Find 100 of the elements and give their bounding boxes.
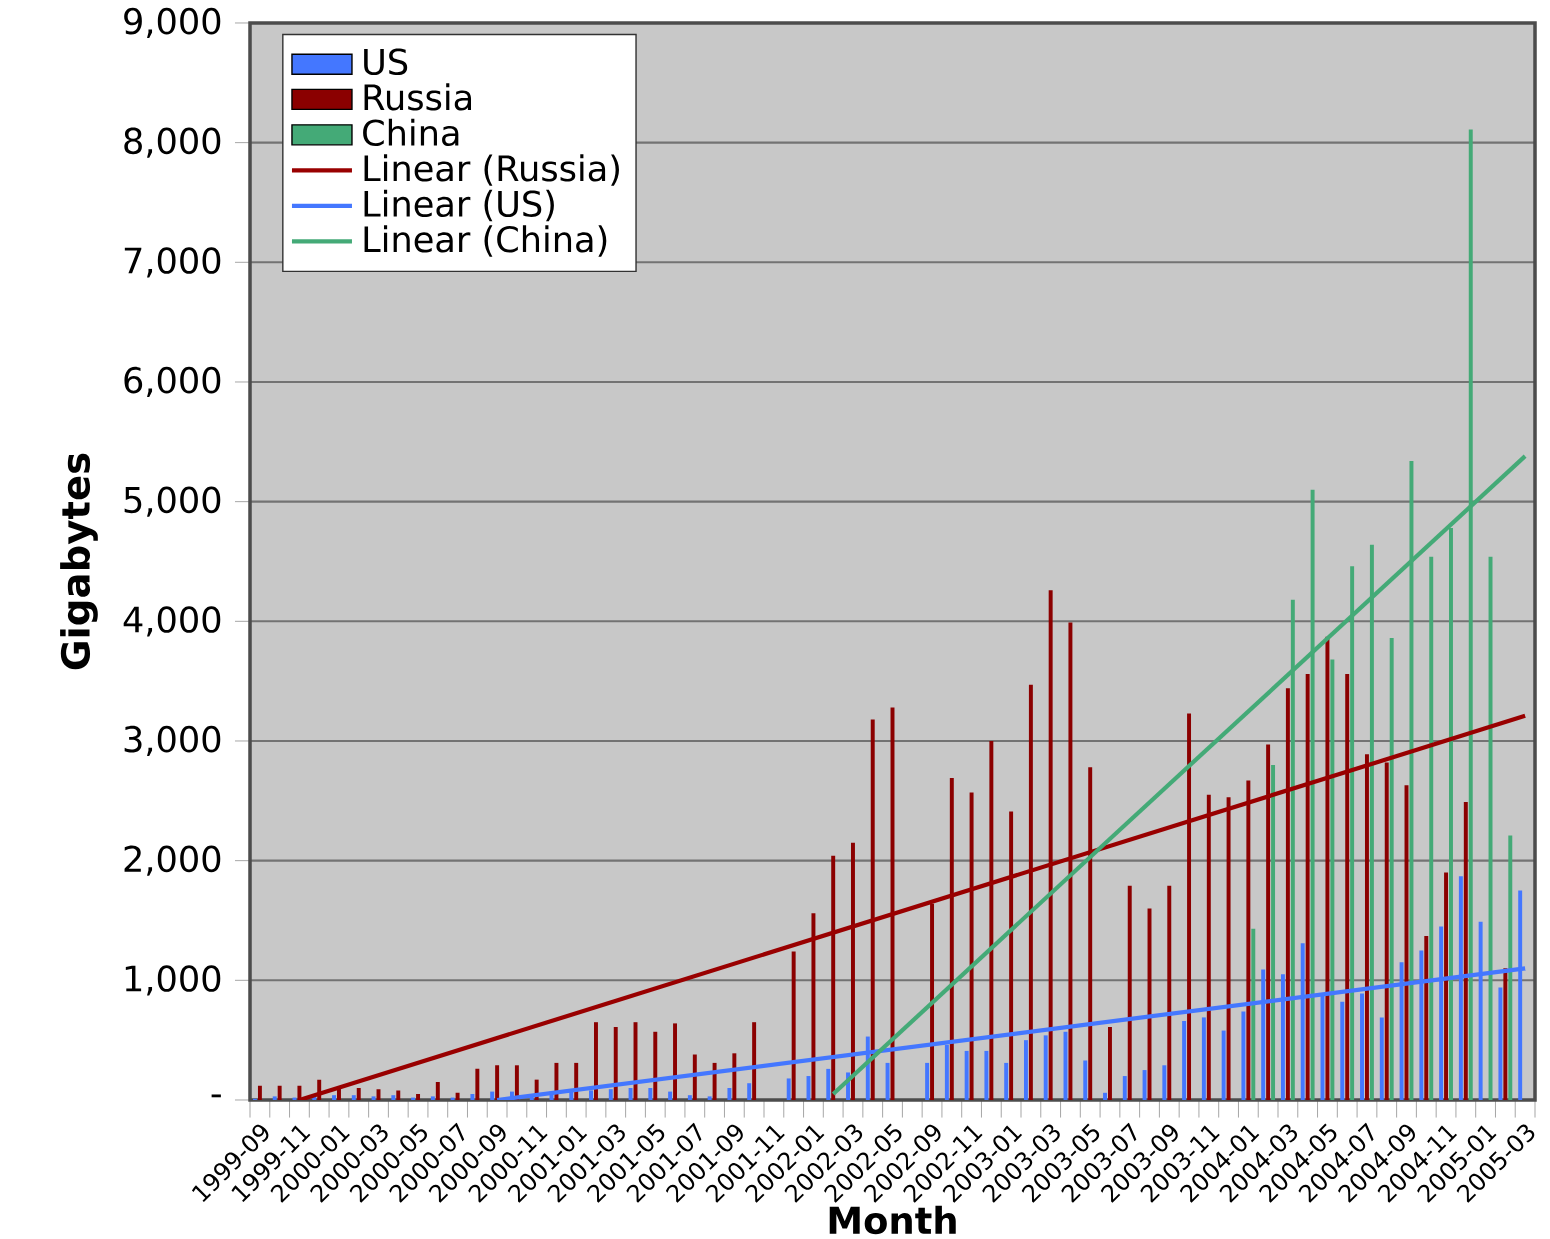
bar — [668, 1091, 673, 1100]
bar — [1488, 556, 1493, 1100]
bar — [747, 1083, 752, 1100]
bar — [653, 1031, 658, 1100]
bar — [752, 1022, 757, 1100]
y-tick-label: 4,000 — [123, 606, 221, 637]
bar — [430, 1096, 435, 1100]
y-tick-label: 8,000 — [124, 127, 221, 158]
bar — [470, 1094, 475, 1100]
bar — [687, 1095, 692, 1100]
bar — [1043, 1035, 1048, 1100]
bar — [732, 1053, 737, 1100]
bar — [811, 913, 816, 1100]
bar — [475, 1068, 480, 1100]
bar — [593, 1022, 598, 1100]
bar — [1023, 1040, 1028, 1100]
y-tick-label: 5,000 — [124, 486, 221, 517]
bar — [1266, 744, 1271, 1100]
bar — [351, 1095, 356, 1100]
bar — [1305, 673, 1310, 1100]
bar — [885, 1062, 890, 1100]
bar — [1429, 556, 1434, 1100]
bar — [969, 792, 974, 1100]
y-tick-label: - — [211, 1094, 221, 1098]
bar — [435, 1082, 440, 1100]
bar — [1463, 802, 1468, 1100]
y-tick-label: 1,000 — [125, 965, 221, 996]
bar — [850, 842, 855, 1100]
bar — [1251, 928, 1256, 1100]
bar — [272, 1096, 277, 1100]
bar — [925, 1062, 930, 1100]
bar — [1246, 780, 1251, 1100]
bar — [416, 1094, 421, 1100]
bar — [332, 1095, 336, 1100]
bar — [1122, 1076, 1127, 1100]
legend-label: Russia — [364, 83, 472, 111]
bar — [1068, 622, 1073, 1100]
legend-label: Linear (China) — [364, 225, 607, 257]
bar — [1424, 936, 1429, 1100]
bar — [628, 1088, 633, 1100]
bar — [1004, 1062, 1009, 1100]
y-tick-label: 9,000 — [124, 7, 221, 39]
bar — [1285, 688, 1290, 1100]
bar — [1389, 638, 1394, 1100]
bar — [1182, 1021, 1187, 1100]
bar — [1384, 762, 1389, 1100]
bar — [1103, 1092, 1107, 1100]
bar — [1048, 590, 1053, 1100]
bar — [1340, 1001, 1345, 1100]
bar — [1226, 797, 1231, 1100]
legend-label: US — [364, 48, 408, 76]
bar — [1201, 1017, 1206, 1100]
bar — [1330, 659, 1335, 1100]
bar — [707, 1096, 712, 1100]
y-axis-title: Gigabytes — [60, 453, 98, 670]
bar — [964, 1050, 969, 1100]
x-axis-title: Month — [829, 1205, 956, 1235]
bar — [1142, 1070, 1147, 1100]
bar — [1206, 794, 1211, 1100]
bar — [1162, 1065, 1167, 1100]
bar — [870, 719, 875, 1100]
bar — [1508, 835, 1513, 1100]
bar — [1345, 673, 1350, 1100]
bar — [1498, 987, 1503, 1100]
bar — [930, 903, 935, 1100]
bar — [490, 1091, 495, 1100]
bar — [396, 1090, 401, 1100]
bar — [984, 1050, 989, 1100]
legend-label: Linear (Russia) — [364, 154, 619, 186]
bar — [786, 1078, 791, 1100]
bar — [356, 1088, 361, 1100]
bar — [277, 1085, 282, 1100]
bar — [1127, 885, 1132, 1100]
y-tick-label: 6,000 — [124, 366, 221, 398]
bar — [1088, 767, 1093, 1100]
bar — [1083, 1060, 1088, 1100]
bar — [391, 1095, 396, 1100]
bar — [371, 1096, 376, 1100]
legend-label: China — [363, 118, 459, 147]
bar — [1503, 968, 1508, 1100]
bar — [1271, 764, 1276, 1100]
bar — [826, 1068, 831, 1100]
bar — [1444, 872, 1449, 1100]
bar — [989, 740, 994, 1100]
bar — [257, 1085, 262, 1100]
bar — [831, 855, 836, 1100]
bar — [1167, 885, 1172, 1100]
bar — [1187, 713, 1192, 1100]
y-tick-label: 7,000 — [124, 247, 221, 278]
y-tick-label: 3,000 — [124, 725, 221, 757]
bar — [949, 778, 954, 1100]
legend-label: Linear (US) — [364, 189, 554, 222]
bar — [727, 1088, 732, 1100]
bar — [791, 951, 796, 1100]
bar — [1028, 684, 1033, 1100]
bar — [648, 1088, 653, 1100]
bar — [1379, 1017, 1384, 1100]
bar — [1009, 811, 1014, 1100]
bar — [673, 1023, 678, 1100]
y-tick-label: 2,000 — [124, 845, 221, 876]
